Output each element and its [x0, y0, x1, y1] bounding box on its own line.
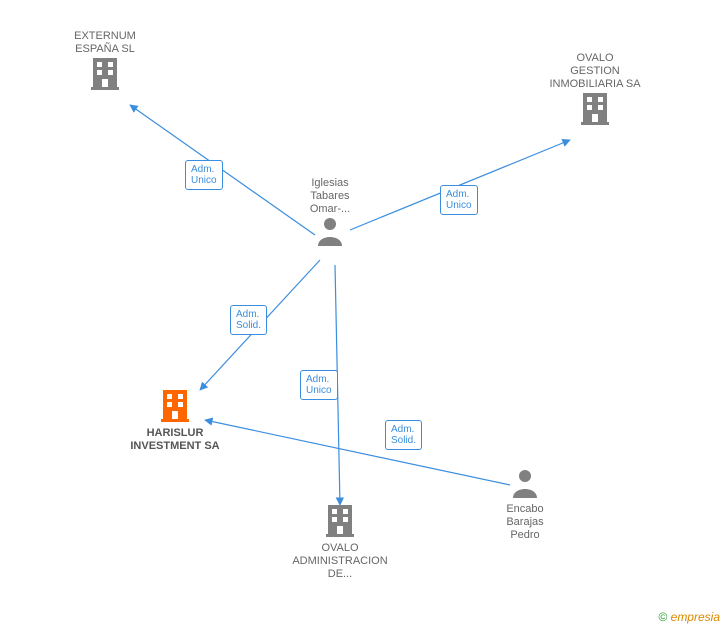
- node-label: EncaboBarajasPedro: [465, 503, 585, 542]
- node-externum[interactable]: EXTERNUMESPAÑA SL: [45, 30, 165, 95]
- brand-name: empresia: [671, 610, 720, 624]
- edge-label: Adm.Solid.: [230, 305, 267, 335]
- building-icon: [89, 56, 121, 95]
- edge-label: Adm.Unico: [185, 160, 223, 190]
- node-label: OVALOADMINISTRACIONDE...: [280, 542, 400, 581]
- footer-credit: © empresia: [658, 610, 720, 624]
- node-iglesias[interactable]: IglesiasTabaresOmar-...: [270, 177, 390, 251]
- diagram-canvas: EXTERNUMESPAÑA SL OVALOGESTIONINMOBILIAR…: [0, 0, 728, 630]
- edge-label: Adm.Unico: [300, 370, 338, 400]
- edge-label: Adm.Unico: [440, 185, 478, 215]
- node-ovalo_admin[interactable]: OVALOADMINISTRACIONDE...: [280, 503, 400, 581]
- node-label: OVALOGESTIONINMOBILIARIA SA: [535, 52, 655, 91]
- person-icon: [316, 216, 344, 251]
- person-icon: [511, 468, 539, 503]
- node-label: EXTERNUMESPAÑA SL: [45, 30, 165, 56]
- node-encabo[interactable]: EncaboBarajasPedro: [465, 468, 585, 542]
- edge-label: Adm.Solid.: [385, 420, 422, 450]
- building-icon: [159, 388, 191, 427]
- node-label: HARISLURINVESTMENT SA: [115, 427, 235, 453]
- building-icon: [579, 91, 611, 130]
- node-harislur[interactable]: HARISLURINVESTMENT SA: [115, 388, 235, 453]
- node-label: IglesiasTabaresOmar-...: [270, 177, 390, 216]
- building-icon: [324, 503, 356, 542]
- copyright-symbol: ©: [658, 610, 667, 624]
- node-ovalo_gestion[interactable]: OVALOGESTIONINMOBILIARIA SA: [535, 52, 655, 130]
